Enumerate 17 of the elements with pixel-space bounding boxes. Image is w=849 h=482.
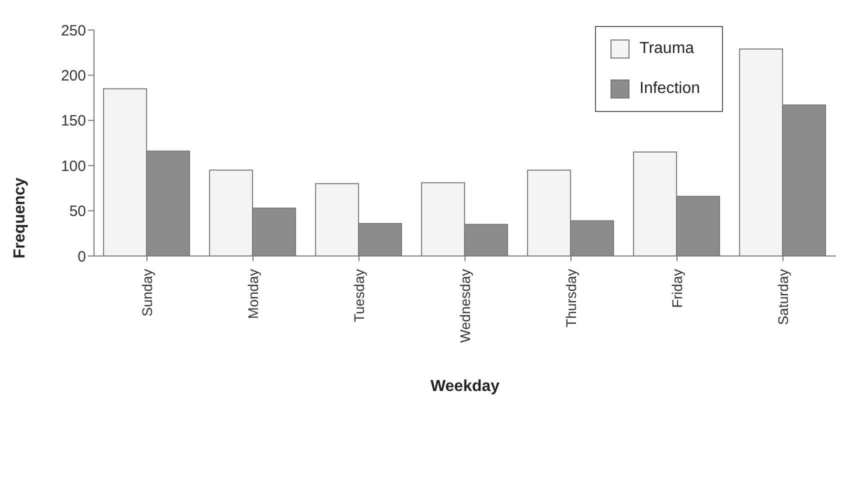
x-tick-label: Friday bbox=[669, 269, 685, 308]
y-tick-label: 100 bbox=[60, 158, 86, 175]
x-axis-title: Weekday bbox=[430, 378, 500, 395]
y-axis-title: Frequency bbox=[11, 178, 29, 258]
x-tick-label: Saturday bbox=[775, 269, 791, 326]
y-tick-label: 250 bbox=[60, 22, 86, 40]
x-tick-label: Tuesday bbox=[351, 269, 367, 322]
y-tick-label: 150 bbox=[60, 112, 86, 130]
x-tick-label: Sunday bbox=[139, 269, 155, 316]
legend-label: Infection bbox=[640, 80, 700, 98]
x-tick-label: Thursday bbox=[563, 269, 579, 328]
x-tick-label: Monday bbox=[245, 269, 261, 319]
x-tick-label: Wednesday bbox=[457, 269, 473, 343]
y-tick-label: 0 bbox=[78, 248, 86, 266]
legend-label: Trauma bbox=[640, 40, 694, 58]
y-tick-label: 50 bbox=[69, 203, 86, 220]
y-tick-label: 200 bbox=[60, 68, 86, 85]
